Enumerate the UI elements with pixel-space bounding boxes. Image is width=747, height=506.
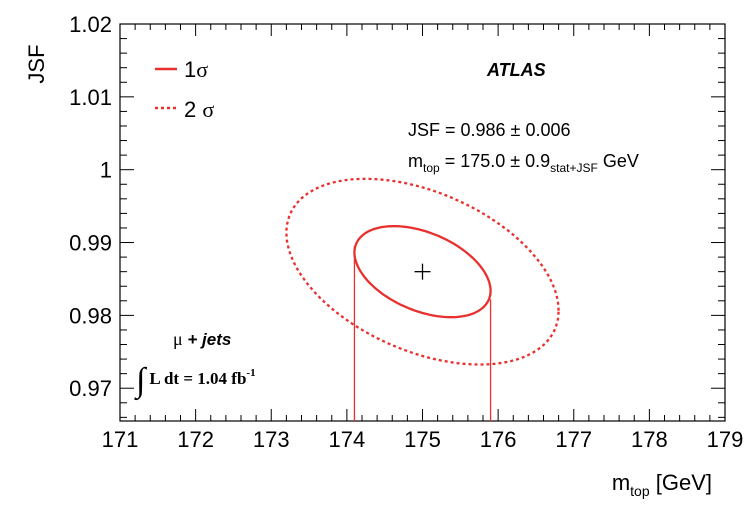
plot-frame xyxy=(119,23,726,422)
y-tick-label: 0.98 xyxy=(69,303,112,328)
y-tick-label: 0.99 xyxy=(69,231,112,256)
x-axis-title-main: m xyxy=(612,470,630,495)
x-tick-label: 174 xyxy=(329,427,366,452)
contours xyxy=(285,177,560,421)
axis-ticks xyxy=(119,23,726,421)
x-tick-label: 171 xyxy=(102,427,139,452)
x-tick-label: 173 xyxy=(253,427,290,452)
y-tick-label: 1.02 xyxy=(69,12,112,37)
x-axis-title-unit: [GeV] xyxy=(656,470,712,495)
y-tick-label: 1.01 xyxy=(69,85,112,110)
x-axis-title: mtop [GeV] xyxy=(612,470,712,499)
x-tick-label: 172 xyxy=(177,427,214,452)
y-tick-label: 1 xyxy=(100,158,112,183)
y-tick-label: 0.97 xyxy=(69,376,112,401)
x-axis-title-sub: top xyxy=(630,483,650,499)
legend-label-1sigma: 1σ xyxy=(184,57,208,82)
channel-label: μ + jets xyxy=(173,329,231,349)
x-tick-label: 179 xyxy=(707,427,744,452)
x-tick-label: 175 xyxy=(404,427,441,452)
x-tick-label: 178 xyxy=(631,427,668,452)
x-tick-label: 176 xyxy=(480,427,517,452)
plot-area: 171 172 173 174 175 176 177 178 179 0.97 0.98 0.99 1… xyxy=(69,12,743,452)
lumi-label: ∫ L dt = 1.04 fb-1 xyxy=(134,362,256,401)
x-tick-label: 177 xyxy=(555,427,592,452)
mtop-result: mtop = 175.0 ± 0.9stat+JSF GeV xyxy=(408,151,639,175)
legend: 1σ 2 σ xyxy=(155,57,214,122)
jsf-result: JSF = 0.986 ± 0.006 xyxy=(408,120,570,140)
atlas-label: ATLAS xyxy=(486,60,546,80)
y-axis-title: JSF xyxy=(24,44,49,83)
legend-label-2sigma: 2 σ xyxy=(184,97,214,122)
tick-labels: 171 172 173 174 175 176 177 178 179 0.97 0.98 0.99 1… xyxy=(69,12,743,452)
